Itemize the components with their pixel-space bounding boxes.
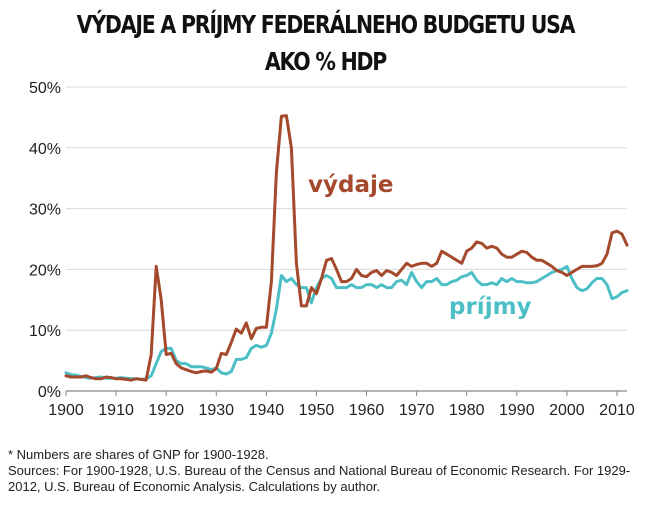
x-tick-label: 1940 [249, 402, 285, 419]
x-axis: 1900 1910 1920 1930 1940 1950 1960 1970 1980 1990… [48, 390, 635, 419]
x-tick-label: 1950 [299, 402, 335, 419]
x-tick-label: 1990 [499, 402, 535, 419]
series-line-expenditures [64, 114, 629, 382]
y-tick-label: 0% [38, 384, 61, 401]
grid-lines [66, 86, 627, 331]
sources-note: Sources: For 1900-1928, U.S. Bureau of t… [8, 463, 631, 494]
y-tick-label: 20% [29, 262, 61, 279]
x-tick-label: 2000 [549, 402, 585, 419]
y-tick-label: 40% [29, 141, 61, 158]
series-line-revenues [64, 264, 629, 381]
x-tick-label: 1960 [349, 402, 385, 419]
x-tick-label: 1980 [449, 402, 485, 419]
x-tick-label: 1930 [198, 402, 234, 419]
footnote: * Numbers are shares of GNP for 1900-192… [8, 447, 269, 462]
label-expenditures: výdaje [308, 172, 393, 198]
y-tick-label: 30% [29, 202, 61, 219]
x-tick-label: 1920 [148, 402, 184, 419]
label-revenues: príjmy [449, 294, 532, 320]
chart-title-line1: VÝDAJE A PRÍJMY FEDERÁLNEHO BUDGETU USA [76, 10, 576, 39]
series-lines [64, 114, 629, 382]
x-tick-label: 1900 [48, 402, 84, 419]
x-tick-label: 1970 [399, 402, 435, 419]
y-axis-ticks: 0% 10% 20% 30% 40% 50% [29, 80, 61, 401]
chart-title-line2: AKO % HDP [264, 47, 387, 76]
y-tick-label: 10% [29, 323, 61, 340]
x-tick-label: 1910 [98, 402, 134, 419]
y-tick-label: 50% [29, 80, 61, 97]
x-tick-label: 2010 [599, 402, 635, 419]
